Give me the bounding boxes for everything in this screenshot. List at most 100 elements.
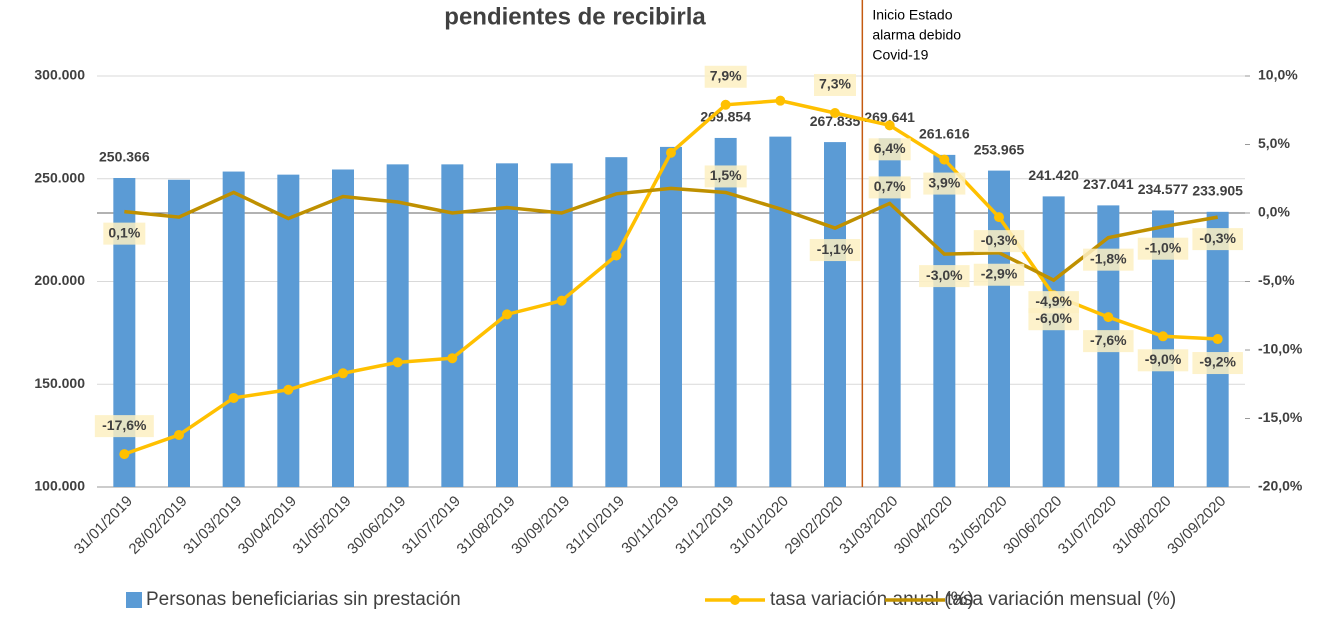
x-tick-label: 30/06/2019 [344,493,409,558]
line-value-label: 3,9% [928,174,960,190]
bar [714,137,737,488]
x-tick-label: 30/09/2020 [1164,493,1229,558]
y-tick-label: 250.000 [34,169,85,185]
bar [441,164,464,488]
line-point [283,384,294,395]
bar-value-label: 253.965 [974,141,1025,157]
x-tick-label: 31/08/2019 [454,493,519,558]
line-point [228,392,239,403]
label-box [704,165,747,188]
bar-value-label: 237.041 [1083,176,1134,192]
bar-value-label: 269.854 [700,109,751,125]
line-point [775,95,786,106]
line-value-label: -7,6% [1090,332,1127,348]
line-value-label: -0,3% [981,232,1018,248]
line-point [502,309,512,320]
line-point [994,212,1004,223]
bar [824,142,846,488]
line-point [1212,334,1223,345]
line-value-label: 1,5% [710,167,742,183]
line-point [1158,331,1168,342]
label-box [868,176,911,199]
y-tick-label: 200.000 [34,272,85,288]
label-box [919,265,970,288]
legend-swatch [730,595,740,605]
line-value-label: -1,1% [817,241,854,257]
bar-value-label: 241.420 [1028,167,1079,183]
line-point [666,147,676,158]
line-value-label: 6,4% [874,140,906,156]
x-tick-label: 30/04/2020 [891,493,956,558]
bar-value-label: 233.905 [1192,183,1243,199]
bar [113,177,136,487]
bar [550,163,573,487]
bar [496,163,518,487]
label-box [814,73,856,96]
bar-value-label: 250.366 [99,149,150,165]
legend-label: tasa variación mensual (%) [947,589,1176,610]
label-box [973,230,1025,253]
line-value-label: -1,0% [1145,239,1182,255]
line-point [338,368,348,379]
x-tick-label: 30/09/2019 [508,493,573,558]
label-box [868,138,911,161]
y-tick-label: 100.000 [34,478,85,494]
label-box [704,65,747,88]
label-box [923,172,966,195]
line-value-label: 0,1% [108,224,140,240]
line-point [884,120,895,131]
y2-tick-label: 5,0% [1258,135,1290,151]
line-point [447,353,458,364]
line-value-label: 7,3% [819,76,851,92]
label-box [1192,352,1243,375]
bar [1206,211,1229,487]
line-point [174,429,184,440]
line-point [720,99,731,110]
bar-value-label: 261.616 [919,126,970,142]
line-point [119,449,130,460]
x-tick-label: 31/12/2019 [672,493,737,558]
line-point [939,154,950,165]
line-value-label: -9,2% [1199,354,1236,370]
x-tick-label: 30/06/2020 [1000,493,1065,558]
y2-tick-label: 10,0% [1258,67,1298,83]
bar [332,169,354,487]
bar [769,136,792,487]
x-tick-label: 31/03/2019 [180,493,245,558]
label-box [1083,248,1134,271]
line-value-label: -4,9% [1035,293,1072,309]
line-value-label: -9,0% [1145,351,1182,367]
label-box [1137,237,1189,260]
line-value-label: -1,8% [1090,250,1127,266]
line-value-label: -17,6% [102,417,147,433]
line-point [392,357,403,368]
y2-tick-label: 0,0% [1258,204,1290,220]
bar [605,157,628,488]
label-box [1028,308,1079,331]
y2-tick-label: -10,0% [1258,341,1303,357]
bar [1042,196,1065,487]
legend-label: Personas beneficiarias sin prestación [146,589,461,610]
bar [878,138,901,487]
annotation: alarma debido [872,27,961,43]
x-tick-label: 31/10/2019 [563,493,628,558]
x-tick-label: 28/02/2019 [126,493,191,558]
label-box [973,263,1025,286]
legend-swatch [126,592,142,608]
label-box [94,415,154,438]
line-point [556,295,567,306]
x-tick-label: 31/01/2020 [727,493,792,558]
x-tick-label: 31/08/2020 [1110,493,1175,558]
label-box [1192,228,1243,251]
bar [386,164,409,488]
bar [1152,210,1174,487]
label-box [1028,291,1079,314]
line-value-label: -6,0% [1035,310,1072,326]
line-value-label: -0,3% [1199,230,1236,246]
x-tick-label: 31/03/2020 [836,493,901,558]
chart-title: pendientes de recibirla [444,3,706,30]
line-value-label: -3,0% [926,267,963,283]
bar [168,179,190,487]
label-box [1083,330,1134,353]
